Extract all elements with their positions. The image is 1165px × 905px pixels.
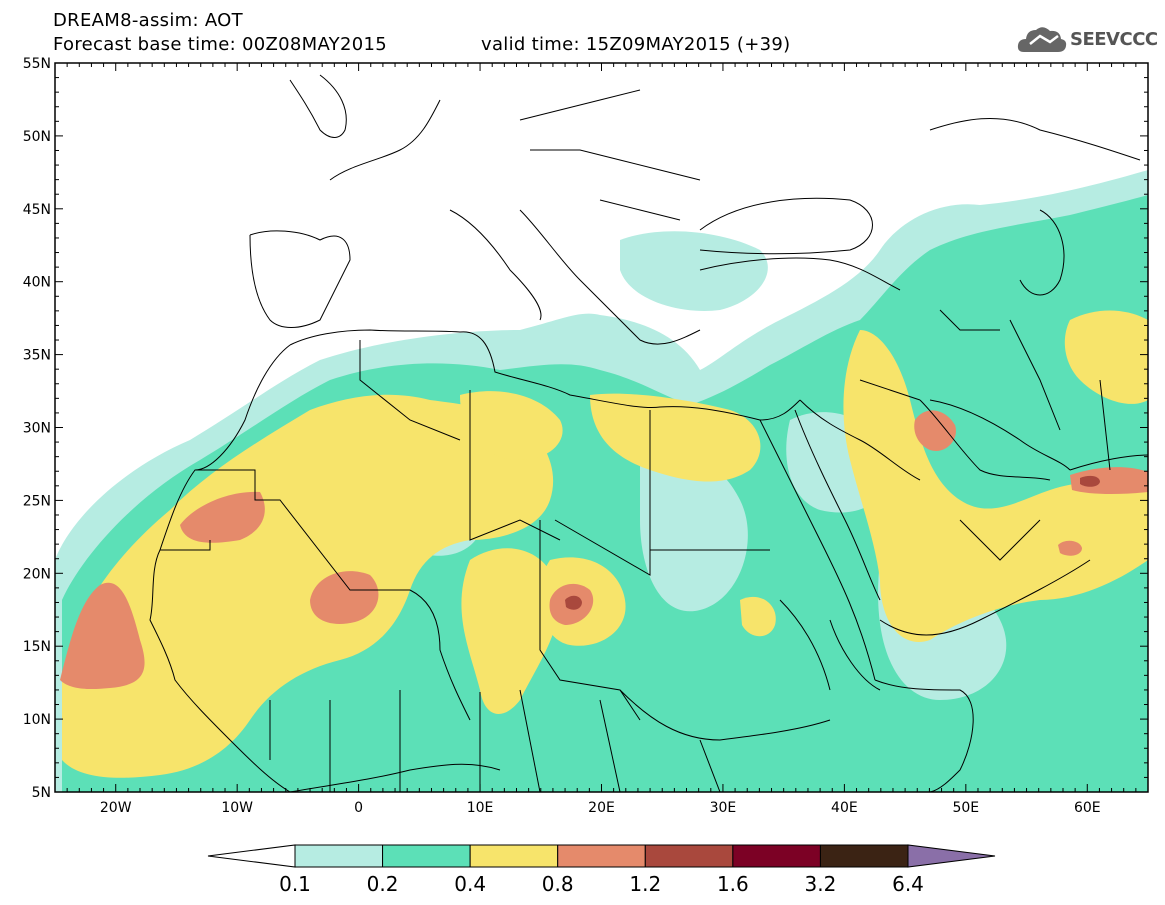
coastlines-and-borders bbox=[149, 74, 1148, 792]
aot-field bbox=[55, 170, 1148, 792]
aot-band-1.2 bbox=[565, 595, 582, 610]
aot-band-0.4-arabia bbox=[843, 330, 1148, 642]
lat-label: 55N bbox=[23, 56, 51, 72]
colorbar-under-arrow bbox=[207, 844, 296, 868]
lon-label: 60E bbox=[1074, 800, 1101, 816]
aot-band-0.8-kuwait bbox=[914, 410, 956, 451]
lat-label: 10N bbox=[23, 712, 51, 728]
colorbar-label: 3.2 bbox=[805, 872, 837, 896]
lat-label: 20N bbox=[23, 566, 51, 582]
lat-label: 50N bbox=[23, 129, 51, 145]
aot-band-0.8-mauritania bbox=[180, 491, 265, 543]
forecast-base-time: Forecast base time: 00Z08MAY2015 bbox=[53, 34, 387, 55]
aot-band-0.4-west bbox=[62, 394, 554, 778]
aot-band-0.4-mid bbox=[461, 548, 560, 714]
aot-band-0.4-iran bbox=[1064, 310, 1148, 404]
longitude-labels: 20W 10W 0 10E 20E 30E 40E 50E 60E bbox=[100, 800, 1101, 816]
valid-time: valid time: 15Z09MAY2015 (+39) bbox=[481, 34, 791, 55]
colorbar-label: 1.6 bbox=[717, 872, 749, 896]
logo-text: SEEVCCC bbox=[1070, 29, 1158, 50]
aot-band-1.2-iran bbox=[1080, 475, 1100, 487]
colorbar-label: 0.1 bbox=[279, 872, 311, 896]
colorbar-segment bbox=[557, 844, 646, 868]
lat-label: 25N bbox=[23, 493, 51, 509]
colorbar-label: 6.4 bbox=[892, 872, 924, 896]
colorbar-segment bbox=[382, 844, 471, 868]
map-title: DREAM8-assim: AOT bbox=[53, 10, 243, 31]
lat-label: 35N bbox=[23, 348, 51, 364]
colorbar-segment bbox=[644, 844, 734, 868]
lat-label: 40N bbox=[23, 275, 51, 291]
aot-patch-light-1 bbox=[640, 447, 748, 612]
aot-band-0.8-senegal bbox=[60, 582, 145, 690]
lon-label: 10W bbox=[221, 800, 253, 816]
lon-label: 0 bbox=[354, 800, 363, 816]
aot-band-0.8-oman bbox=[1058, 540, 1082, 556]
seevccc-logo: SEEVCCC bbox=[1016, 22, 1158, 58]
colorbar-label: 0.4 bbox=[454, 872, 486, 896]
lon-label: 20E bbox=[588, 800, 615, 816]
colorbar-segment bbox=[469, 844, 559, 868]
colorbar-segment bbox=[819, 844, 909, 868]
lon-label: 40E bbox=[831, 800, 858, 816]
colorbar-label: 0.8 bbox=[542, 872, 574, 896]
colorbar-over-arrow bbox=[907, 844, 996, 868]
colorbar-segment bbox=[732, 844, 821, 868]
colorbar-segment bbox=[294, 844, 384, 868]
lat-label: 45N bbox=[23, 202, 51, 218]
aot-band-0.4-libya bbox=[460, 391, 563, 460]
axis-ticks bbox=[54, 62, 1149, 793]
lat-label: 30N bbox=[23, 421, 51, 437]
lon-label: 50E bbox=[952, 800, 979, 816]
lon-label: 20W bbox=[100, 800, 132, 816]
aot-band-0.8-iran bbox=[1070, 467, 1148, 495]
lat-label: 15N bbox=[23, 639, 51, 655]
lat-label: 5N bbox=[32, 785, 51, 801]
lon-label: 30E bbox=[710, 800, 737, 816]
lon-label: 10E bbox=[467, 800, 494, 816]
colorbar-label: 0.2 bbox=[367, 872, 399, 896]
aot-patch-light-5 bbox=[620, 231, 768, 311]
colorbar-label: 1.2 bbox=[629, 872, 661, 896]
latitude-labels: 55N 50N 45N 40N 35N 30N 25N 20N 15N 10N 5N bbox=[23, 56, 51, 801]
colorbar: 0.1 0.2 0.4 0.8 1.2 1.6 3.2 6.4 bbox=[207, 844, 996, 896]
aot-band-0.8-mali bbox=[310, 571, 379, 624]
aot-band-0.4-egypt bbox=[590, 393, 761, 482]
cloud-logo-icon bbox=[1017, 27, 1067, 52]
aot-band-0.4-east-africa bbox=[740, 596, 776, 637]
